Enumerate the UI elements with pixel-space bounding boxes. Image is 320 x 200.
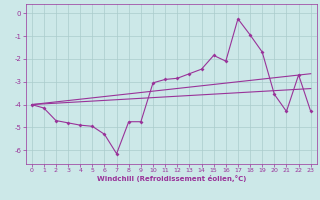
X-axis label: Windchill (Refroidissement éolien,°C): Windchill (Refroidissement éolien,°C) [97, 175, 246, 182]
